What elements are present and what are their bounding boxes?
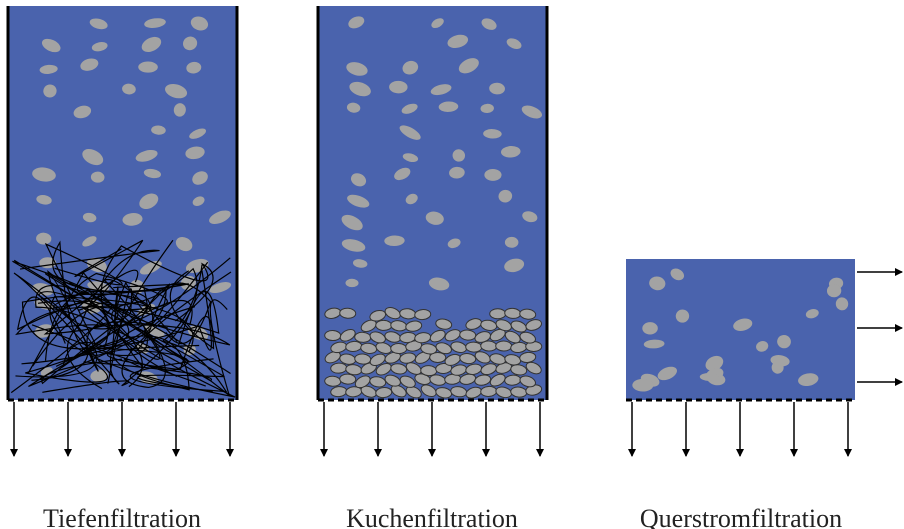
particle	[466, 342, 482, 353]
particle	[330, 363, 347, 374]
particle	[325, 330, 341, 340]
particle	[490, 309, 506, 319]
particle	[391, 343, 407, 354]
label: Querstromfiltration	[640, 504, 842, 529]
diagram: Tiefenfiltration Kuchenfiltration Querst…	[0, 0, 904, 529]
body: Tiefenfiltration Kuchenfiltration Querst…	[0, 0, 904, 529]
label: Kuchenfiltration	[346, 504, 518, 529]
page: {"labels": ["Tiefenfiltration", "Kuchenf…	[0, 0, 904, 529]
label: Tiefenfiltration	[43, 504, 201, 529]
particle	[138, 61, 158, 72]
particle	[496, 341, 512, 351]
particle	[376, 320, 392, 330]
particle	[484, 169, 501, 181]
particle	[339, 374, 356, 385]
